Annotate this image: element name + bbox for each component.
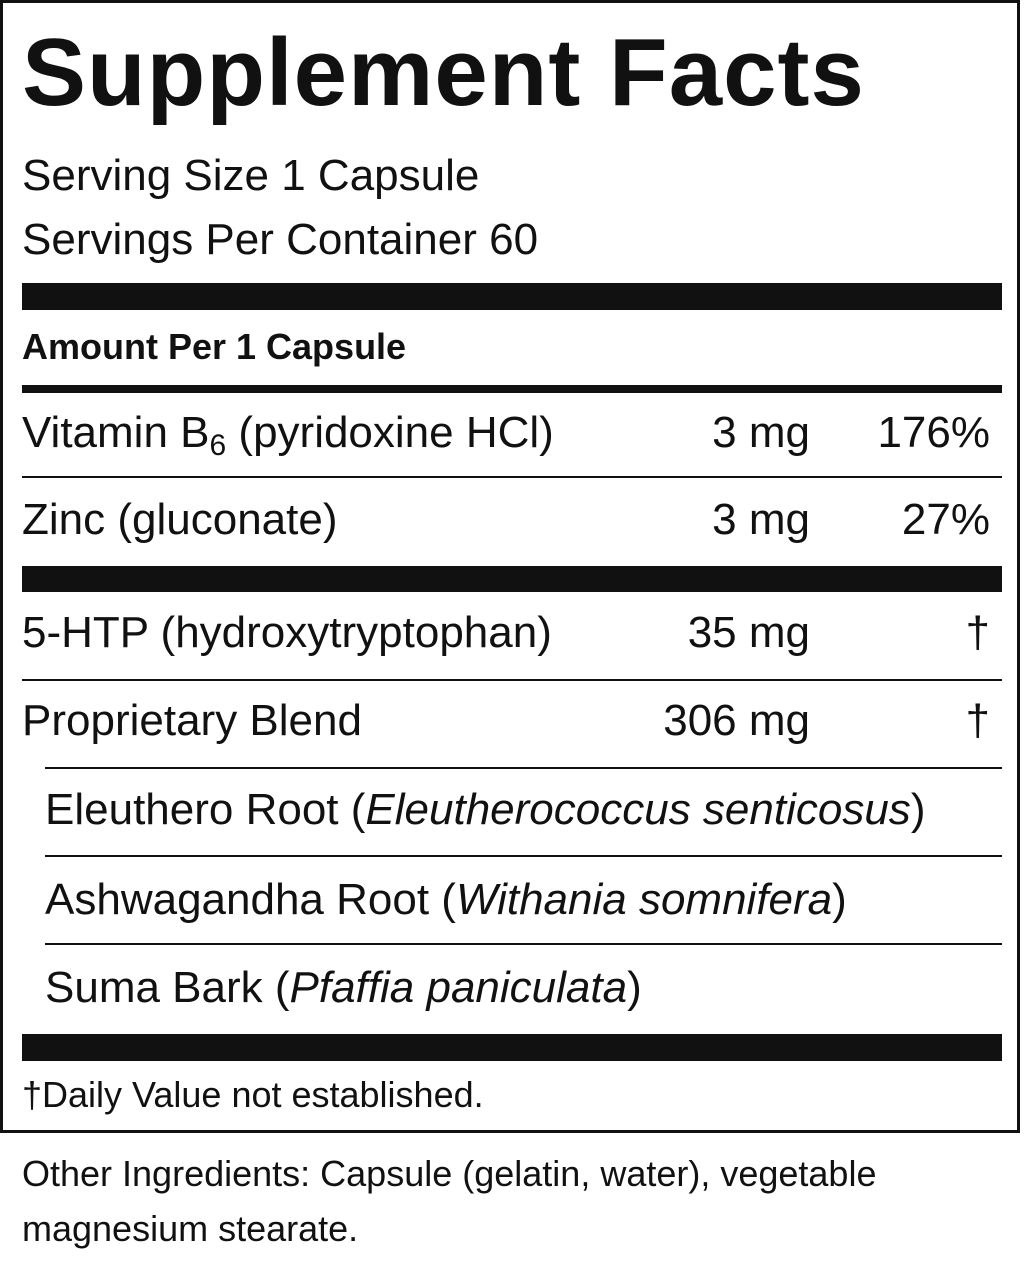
name: Vitamin B	[22, 408, 210, 457]
blend-item: Eleuthero Root (Eleutherococcus senticos…	[45, 782, 925, 838]
thick-bar	[22, 566, 1002, 592]
daily-value: †	[965, 696, 990, 745]
thick-bar	[22, 283, 1002, 310]
daily-value: 27%	[901, 495, 990, 544]
ingredient-name: 5-HTP (hydroxytryptophan)	[22, 608, 552, 657]
paren: )	[910, 785, 926, 834]
label-box	[0, 0, 1020, 1133]
amount: 3 mg	[712, 408, 810, 457]
paren: )	[627, 963, 642, 1012]
title: Supplement Facts	[22, 19, 865, 126]
blend-item: Suma Bark (Pfaffia paniculata)	[45, 960, 642, 1016]
subscript: 6	[209, 429, 227, 462]
latin-name: Withania somnifera	[455, 875, 833, 924]
row-divider	[22, 476, 1002, 478]
amount: 306 mg	[663, 696, 810, 745]
row-divider	[45, 767, 1002, 769]
daily-value: †	[965, 608, 990, 657]
paren: )	[832, 875, 847, 924]
amount-header: Amount Per 1 Capsule	[22, 326, 407, 367]
row-divider	[22, 679, 1002, 681]
latin-name: Eleutherococcus senticosus	[365, 785, 911, 834]
blend-item: Ashwagandha Root (Withania somnifera)	[45, 872, 847, 928]
thick-bar	[22, 1034, 1002, 1061]
row-divider	[45, 943, 1002, 945]
servings-per-container: Servings Per Container 60	[22, 215, 539, 264]
amount: 3 mg	[712, 495, 810, 544]
daily-value: 176%	[877, 408, 990, 457]
other-ingredients: Other Ingredients: Capsule (gelatin, wat…	[22, 1153, 877, 1249]
medium-bar	[22, 385, 1002, 393]
footnote: †Daily Value not established.	[22, 1074, 484, 1115]
name: Eleuthero Root (	[45, 785, 366, 834]
latin-name: Pfaffia paniculata	[289, 963, 628, 1012]
nutrient-name: Vitamin B6 (pyridoxine HCl)	[22, 405, 554, 461]
name: Suma Bark (	[45, 963, 290, 1012]
amount: 35 mg	[687, 608, 810, 657]
ingredient-name: Proprietary Blend	[22, 696, 362, 745]
serving-size: Serving Size 1 Capsule	[22, 151, 480, 200]
detail: (pyridoxine HCl)	[226, 408, 554, 457]
nutrient-name: Zinc (gluconate)	[22, 495, 338, 544]
row-divider	[45, 855, 1002, 857]
name: Ashwagandha Root (	[45, 875, 456, 924]
